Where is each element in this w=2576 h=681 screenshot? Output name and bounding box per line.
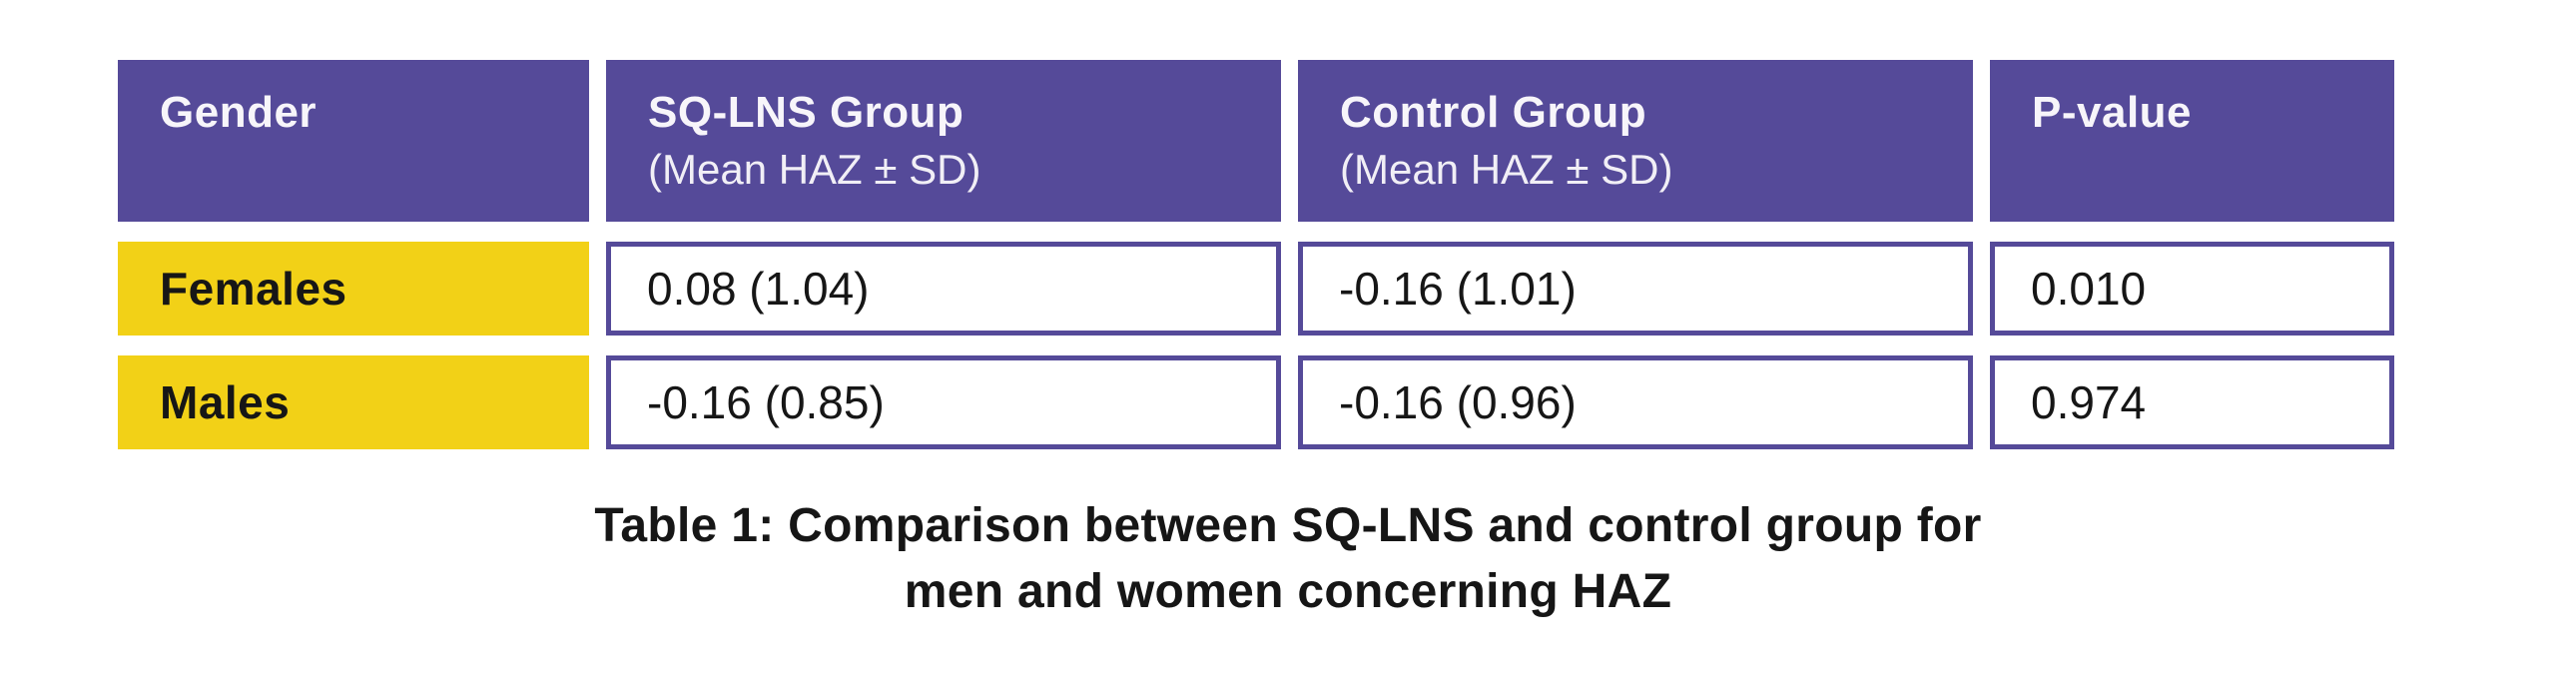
comparison-table: Gender SQ-LNS Group (Mean HAZ ± SD) Cont… (118, 60, 2394, 449)
column-subtitle-control-group: (Mean HAZ ± SD) (1340, 146, 1673, 193)
cell-males-control: -0.16 (0.96) (1298, 355, 1973, 449)
cell-females-sqlns: 0.08 (1.04) (606, 242, 1281, 336)
row-label-males: Males (118, 355, 589, 449)
row-label-females: Females (118, 242, 589, 336)
column-subtitle-sqlns-group: (Mean HAZ ± SD) (648, 146, 981, 193)
header-cell-control-group: Control Group (Mean HAZ ± SD) (1298, 60, 1973, 222)
cell-females-control: -0.16 (1.01) (1298, 242, 1973, 336)
header-cell-p-value: P-value (1990, 60, 2394, 222)
column-title-p-value: P-value (2032, 88, 2193, 137)
cell-females-p-value: 0.010 (1990, 242, 2394, 336)
caption-line-2: men and women concerning HAZ (904, 565, 1672, 618)
column-title-control-group: Control Group (1340, 88, 1647, 137)
column-title-gender: Gender (160, 88, 318, 137)
table-caption: Table 1: Comparison between SQ-LNS and c… (0, 493, 2576, 625)
column-title-sqlns-group: SQ-LNS Group (648, 88, 965, 137)
header-cell-gender: Gender (118, 60, 589, 222)
caption-line-1: Table 1: Comparison between SQ-LNS and c… (594, 499, 1982, 552)
cell-males-p-value: 0.974 (1990, 355, 2394, 449)
header-cell-sqlns-group: SQ-LNS Group (Mean HAZ ± SD) (606, 60, 1281, 222)
cell-males-sqlns: -0.16 (0.85) (606, 355, 1281, 449)
